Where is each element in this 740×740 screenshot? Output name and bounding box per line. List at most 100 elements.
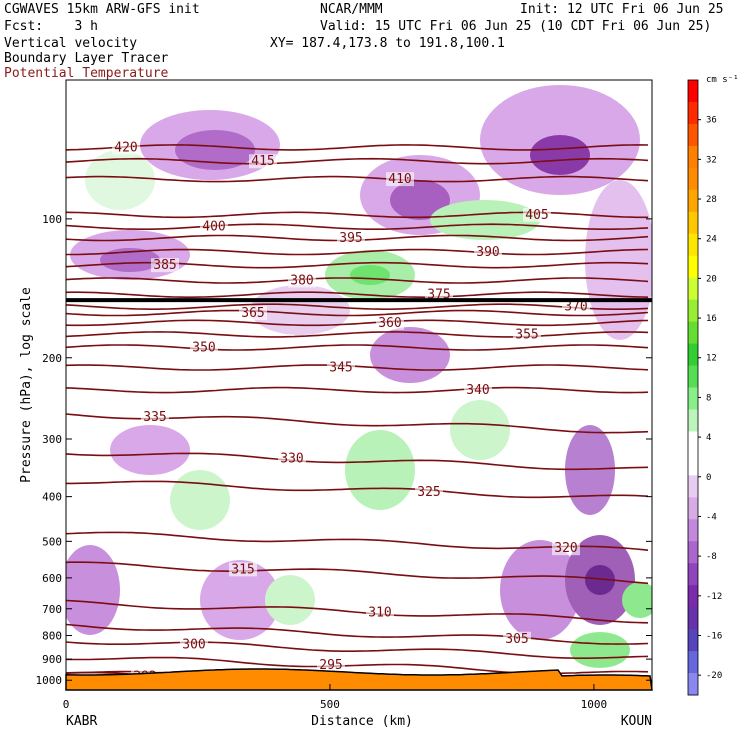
theta-contour-line [66, 211, 648, 219]
descent-region [110, 425, 190, 475]
colorbar-swatch [688, 431, 698, 454]
theta-label: 400 [202, 220, 225, 235]
theta-contour-line [66, 303, 649, 310]
theta-label: 410 [388, 172, 411, 187]
plot-frame [65, 79, 653, 691]
theta-label-bg [415, 484, 443, 499]
theta-contour-line [66, 641, 649, 659]
colorbar-label: 12 [706, 354, 717, 364]
colorbar-swatch [688, 189, 698, 213]
theta-label: 300 [182, 637, 205, 652]
colorbar-swatch [688, 607, 698, 630]
theta-label: 320 [554, 541, 577, 556]
x-axis: 0 500 1000 [63, 684, 607, 711]
ascent-region [430, 200, 540, 240]
theta-label: 340 [466, 383, 489, 398]
colorbar-swatch [688, 453, 698, 476]
theta-label-bg [552, 541, 580, 556]
descent-region [500, 540, 580, 640]
theta-label: 395 [339, 231, 362, 246]
theta-label: 385 [153, 258, 176, 273]
field-bl-tracer: Boundary Layer Tracer [4, 51, 169, 66]
colorbar-swatch [688, 563, 698, 586]
descent-region [585, 565, 615, 595]
colorbar-label: -8 [706, 552, 717, 562]
colorbar-frame [687, 79, 699, 696]
theta-label-bg [239, 306, 267, 321]
theta-contour-line [66, 319, 649, 327]
colorbar-swatch [688, 541, 698, 564]
theta-contour-line [66, 291, 649, 298]
theta-contour-line [66, 331, 649, 338]
theta-label-bg [337, 230, 365, 245]
field-potential-temperature: Potential Temperature [4, 66, 169, 81]
theta-label-bg [562, 299, 590, 314]
y-tick-label: 200 [42, 352, 62, 365]
y-axis: 100 200 300 400 500 600 700 800 900 1000 [36, 213, 652, 687]
theta-contour-line [66, 223, 649, 230]
colorbar-label: 24 [706, 235, 717, 245]
colorbar-swatch [688, 321, 698, 345]
colorbar-label: 8 [706, 393, 711, 403]
y-tick-label: 600 [42, 572, 62, 585]
left-station-label: KABR [66, 714, 97, 729]
terrain-profile [65, 668, 653, 691]
y-tick-label: 400 [42, 491, 62, 504]
theta-label-bg [112, 140, 140, 155]
x-axis-label: Distance (km) [311, 714, 413, 729]
theta-contour-line [66, 157, 649, 165]
colorbar-swatch [688, 409, 698, 432]
theta-label-bg [190, 340, 218, 355]
theta-label-bg [376, 315, 404, 330]
theta-label-bg [249, 154, 277, 169]
theta-label-bg [366, 605, 394, 620]
vertical-velocity-shading [66, 85, 652, 668]
valid-time: Valid: 15 UTC Fri 06 Jun 25 (10 CDT Fri … [320, 19, 712, 34]
theta-label: 315 [231, 562, 254, 577]
ascent-region [350, 265, 390, 285]
y-axis-label: Pressure (hPa), log scale [19, 287, 34, 483]
colorbar-swatch [688, 233, 698, 257]
theta-label-bg [151, 258, 179, 273]
x-tick-label: 500 [320, 698, 340, 711]
descent-region [565, 425, 615, 515]
theta-contour-line [66, 364, 649, 371]
y-tick-label: 300 [42, 433, 62, 446]
theta-label-bg [317, 657, 345, 672]
theta-label: 405 [525, 208, 548, 223]
theta-label-bg [327, 360, 355, 375]
descent-region [100, 248, 160, 272]
descent-region [66, 545, 120, 635]
colorbar-label: 4 [706, 433, 711, 443]
theta-label-bg [464, 383, 492, 398]
colorbar-swatch [688, 80, 698, 103]
colorbar-label: 32 [706, 155, 717, 165]
theta-label: 355 [515, 327, 538, 342]
theta-contour-line [66, 452, 649, 471]
theta-label-bg [288, 273, 316, 288]
colorbar-label: 36 [706, 116, 717, 126]
colorbar-label: -4 [706, 512, 717, 522]
y-tick-label: 900 [42, 653, 62, 666]
colorbar-unit: cm s⁻¹ [706, 75, 739, 85]
colorbar: 36 32 28 24 20 16 12 8 4 0 -4 -8 -12 -16 -20 [687, 79, 722, 696]
colorbar-label: 16 [706, 314, 717, 324]
descent-region [390, 180, 450, 220]
theta-label: 350 [192, 340, 215, 355]
theta-label-bg [229, 562, 257, 577]
theta-contours [66, 144, 649, 690]
descent-region [370, 327, 450, 383]
forecast-hour: Fcst: 3 h [4, 19, 98, 34]
colorbar-swatch [688, 101, 698, 125]
theta-contour-line [66, 344, 649, 351]
org-label: NCAR/MMM [320, 2, 383, 17]
colorbar-label: 20 [706, 274, 717, 284]
theta-label: 380 [290, 273, 313, 288]
colorbar-swatch [688, 277, 698, 301]
theta-label: 360 [378, 316, 401, 331]
theta-contour-line [66, 531, 649, 551]
colorbar-swatch [688, 673, 698, 696]
theta-label: 310 [368, 605, 391, 620]
theta-contour-line [66, 309, 649, 317]
ascent-region [450, 400, 510, 460]
